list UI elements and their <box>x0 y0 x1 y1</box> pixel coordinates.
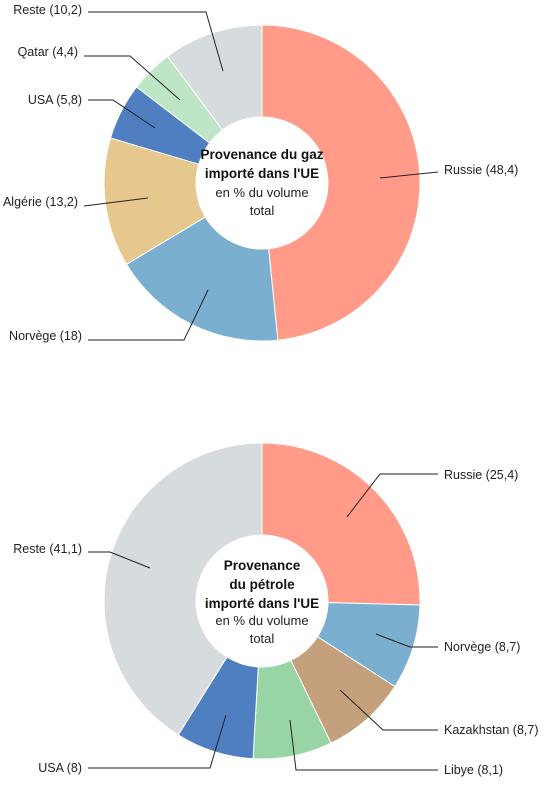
oil-leader-line-russie <box>346 473 438 518</box>
oil-label-libye: Libye (8,1) <box>444 763 503 777</box>
oil-chart-title-line: du pétrole <box>229 577 295 592</box>
gas-label-usa: USA (5,8) <box>28 93 82 107</box>
oil-label-usa: USA (8) <box>38 761 82 775</box>
gas-leader-line-norvege <box>88 289 209 341</box>
oil-leader-line-libye <box>289 719 438 771</box>
gas-chart-subtitle-line: total <box>250 203 275 218</box>
gas-label-reste: Reste (10,2) <box>13 3 82 17</box>
gas-slice-reste <box>166 24 263 131</box>
oil-slice-russie <box>261 442 421 606</box>
gas-leader-line-russie <box>379 171 439 179</box>
oil-leader-line-norvege <box>375 633 438 648</box>
gas-label-norvege: Norvège (18) <box>9 329 82 343</box>
gas-leader-line-reste <box>88 11 224 72</box>
gas-label-russie: Russie (48,4) <box>444 163 518 177</box>
gas-chart-title-line: Provenance du gaz <box>200 147 323 162</box>
gas-slice-norvege <box>125 216 279 342</box>
oil-label-norvege: Norvège (8,7) <box>444 640 520 654</box>
oil-leader-line-reste <box>88 551 151 569</box>
oil-slice-reste <box>103 442 263 736</box>
gas-label-qatar: Qatar (4,4) <box>18 45 78 59</box>
oil-chart-title-line: Provenance <box>224 558 301 573</box>
gas-import-donut-chart: Russie (48,4) Norvège (18) Algérie (13,2) U… <box>3 3 518 343</box>
gas-chart-subtitle-line: en % du volume <box>215 185 308 200</box>
oil-chart-subtitle-line: en % du volume <box>215 613 308 628</box>
gas-slice-russie <box>261 24 421 341</box>
oil-label-russie: Russie (25,4) <box>444 468 518 482</box>
oil-leader-line-usa <box>88 714 227 769</box>
gas-leader-line-usa <box>88 99 156 129</box>
oil-chart-subtitle-line: total <box>250 631 275 646</box>
gas-chart-title-line: importé dans l'UE <box>205 166 319 181</box>
gas-leader-line-algerie <box>83 197 149 207</box>
oil-chart-title-line: importé dans l'UE <box>205 596 319 611</box>
oil-leader-line-kazakhstan <box>339 689 438 731</box>
gas-leader-line-qatar <box>84 55 181 101</box>
oil-label-reste: Reste (41,1) <box>13 542 82 556</box>
oil-label-kazakhstan: Kazakhstan (8,7) <box>444 723 539 737</box>
gas-label-algerie: Algérie (13,2) <box>3 195 78 209</box>
oil-import-donut-chart: Russie (25,4) Norvège (8,7) Kazakhstan (8,… <box>13 442 539 777</box>
